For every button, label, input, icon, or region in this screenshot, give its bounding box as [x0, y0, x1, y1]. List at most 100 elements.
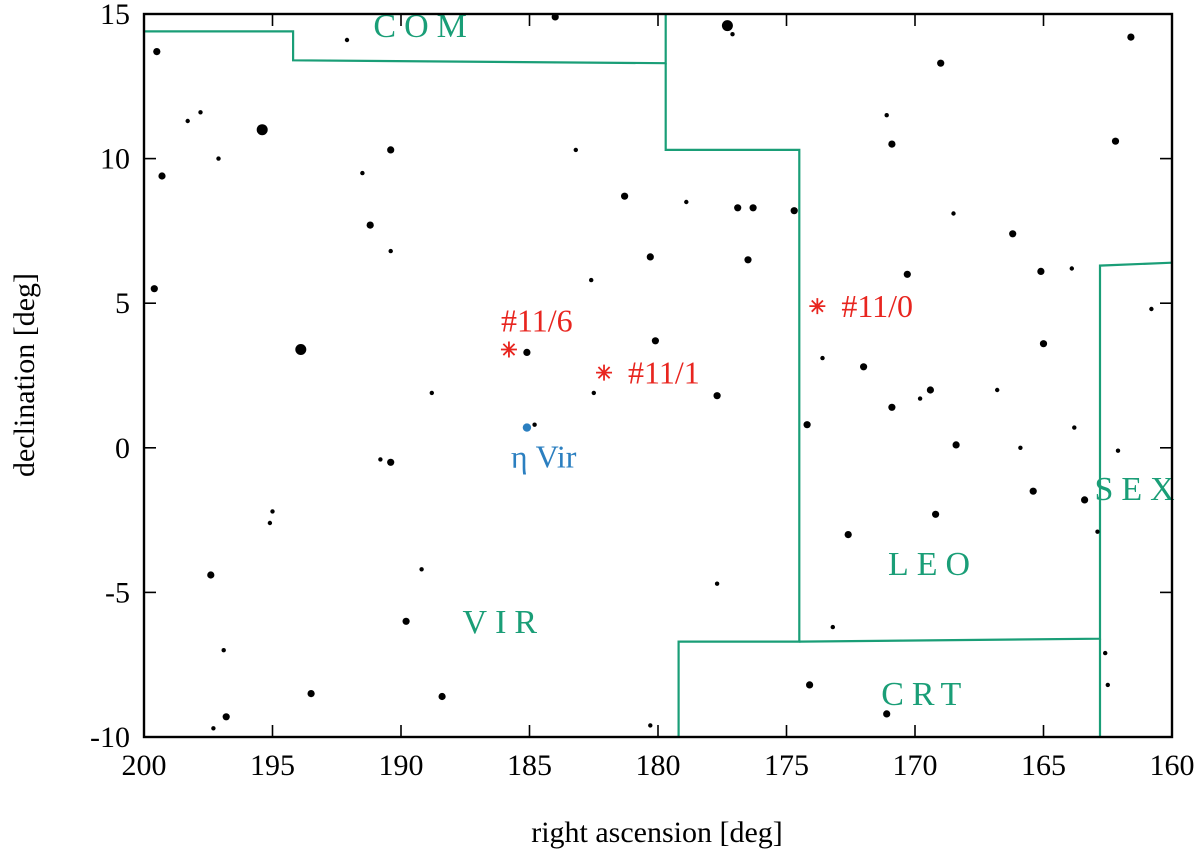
y-tick-label: 15	[100, 0, 130, 31]
star-point	[1149, 306, 1154, 312]
star-point	[1081, 496, 1089, 504]
boundary-line-1	[664, 63, 801, 737]
star-point	[749, 204, 757, 212]
star-point	[1095, 529, 1100, 534]
star-point	[1105, 682, 1111, 688]
star-point	[1103, 650, 1108, 656]
star-point	[714, 581, 720, 586]
star-point	[803, 421, 811, 429]
star-point	[366, 221, 374, 229]
star-point	[438, 692, 446, 701]
star-point	[1069, 266, 1075, 271]
star-point	[883, 710, 891, 718]
reference-star-label: η Vir	[511, 439, 577, 475]
x-tick-label: 180	[636, 749, 681, 782]
constellation-label-vir: VIR	[463, 604, 546, 641]
y-tick-label: 5	[115, 287, 130, 320]
star-point	[820, 355, 825, 361]
star-point	[198, 110, 203, 115]
star-point	[734, 204, 742, 212]
star-point	[211, 726, 216, 731]
target-label: #11/0	[841, 288, 913, 324]
star-point	[917, 396, 923, 401]
star-point	[730, 32, 735, 37]
target-marker-1: #11/1	[596, 355, 700, 391]
x-tick-label: 200	[122, 749, 167, 782]
star-point	[344, 37, 350, 43]
star-point	[884, 113, 889, 118]
star-point	[589, 277, 594, 283]
star-point	[307, 690, 315, 698]
star-point	[158, 172, 166, 180]
x-tick-label: 185	[507, 749, 552, 782]
star-point	[532, 422, 537, 427]
constellation-label-sex: SEX	[1094, 471, 1182, 508]
star-point	[1039, 340, 1048, 348]
star-point	[1072, 425, 1077, 430]
target-label: #11/1	[628, 355, 700, 391]
target-label: #11/6	[501, 302, 573, 338]
asterisk-icon	[809, 298, 826, 315]
constellation-label-crt: CRT	[881, 676, 969, 713]
star-point	[402, 617, 410, 625]
star-point	[429, 390, 434, 396]
axis-ticks: 200 195 190 185 180 175 170 165 160 -10 -5 0 5 10 15	[90, 0, 1195, 782]
star-point	[684, 199, 689, 205]
star-point	[888, 403, 896, 411]
x-tick-label: 170	[893, 749, 938, 782]
star-point	[860, 363, 868, 371]
star-point	[937, 59, 945, 67]
y-axis-title: declination [deg]	[8, 273, 41, 477]
star-point	[1018, 445, 1023, 450]
constellation-label-leo: LEO	[888, 546, 978, 583]
star-point	[1037, 267, 1045, 275]
star-point	[903, 270, 911, 278]
star-point	[222, 713, 230, 721]
star-point	[844, 531, 852, 539]
star-point	[360, 170, 365, 176]
star-point	[387, 146, 395, 154]
star-point	[744, 256, 752, 264]
star-point	[185, 118, 190, 124]
star-point	[573, 147, 578, 153]
star-point	[1127, 33, 1135, 41]
star-point	[523, 348, 531, 356]
star-point	[419, 567, 424, 572]
asterisk-icon	[596, 364, 613, 381]
boundary-line-0	[144, 14, 667, 65]
star-point	[207, 571, 215, 579]
star-point	[952, 441, 960, 449]
star-point	[1115, 448, 1121, 453]
star-point	[648, 723, 653, 728]
star-point	[888, 140, 896, 148]
asterisk-icon	[500, 341, 517, 358]
y-tick-label: 10	[100, 143, 130, 176]
y-tick-label: -10	[90, 721, 130, 754]
target-marker-2: #11/6	[500, 302, 573, 358]
star-point	[1009, 230, 1017, 238]
star-point	[270, 509, 275, 514]
star-point	[591, 390, 596, 396]
star-point	[150, 285, 158, 293]
target-marker-0: #11/0	[809, 288, 913, 324]
star-point	[806, 681, 814, 689]
star-point	[256, 124, 268, 136]
x-axis-title: right ascension [deg]	[531, 816, 783, 849]
star-point	[216, 156, 221, 161]
star-point	[153, 48, 161, 56]
star-point	[378, 457, 383, 462]
target-markers: #11/0 #11/1 #11/6 η Vir	[500, 288, 913, 475]
star-point	[387, 458, 395, 466]
star-point	[621, 192, 629, 200]
star-point	[932, 510, 940, 518]
star-point	[951, 211, 956, 216]
star-point	[1029, 487, 1037, 495]
reference-star-point	[522, 423, 532, 432]
star-point	[713, 392, 721, 400]
star-point	[267, 520, 273, 526]
star-point	[790, 207, 798, 215]
star-point	[1111, 137, 1120, 145]
x-tick-label: 190	[379, 749, 424, 782]
